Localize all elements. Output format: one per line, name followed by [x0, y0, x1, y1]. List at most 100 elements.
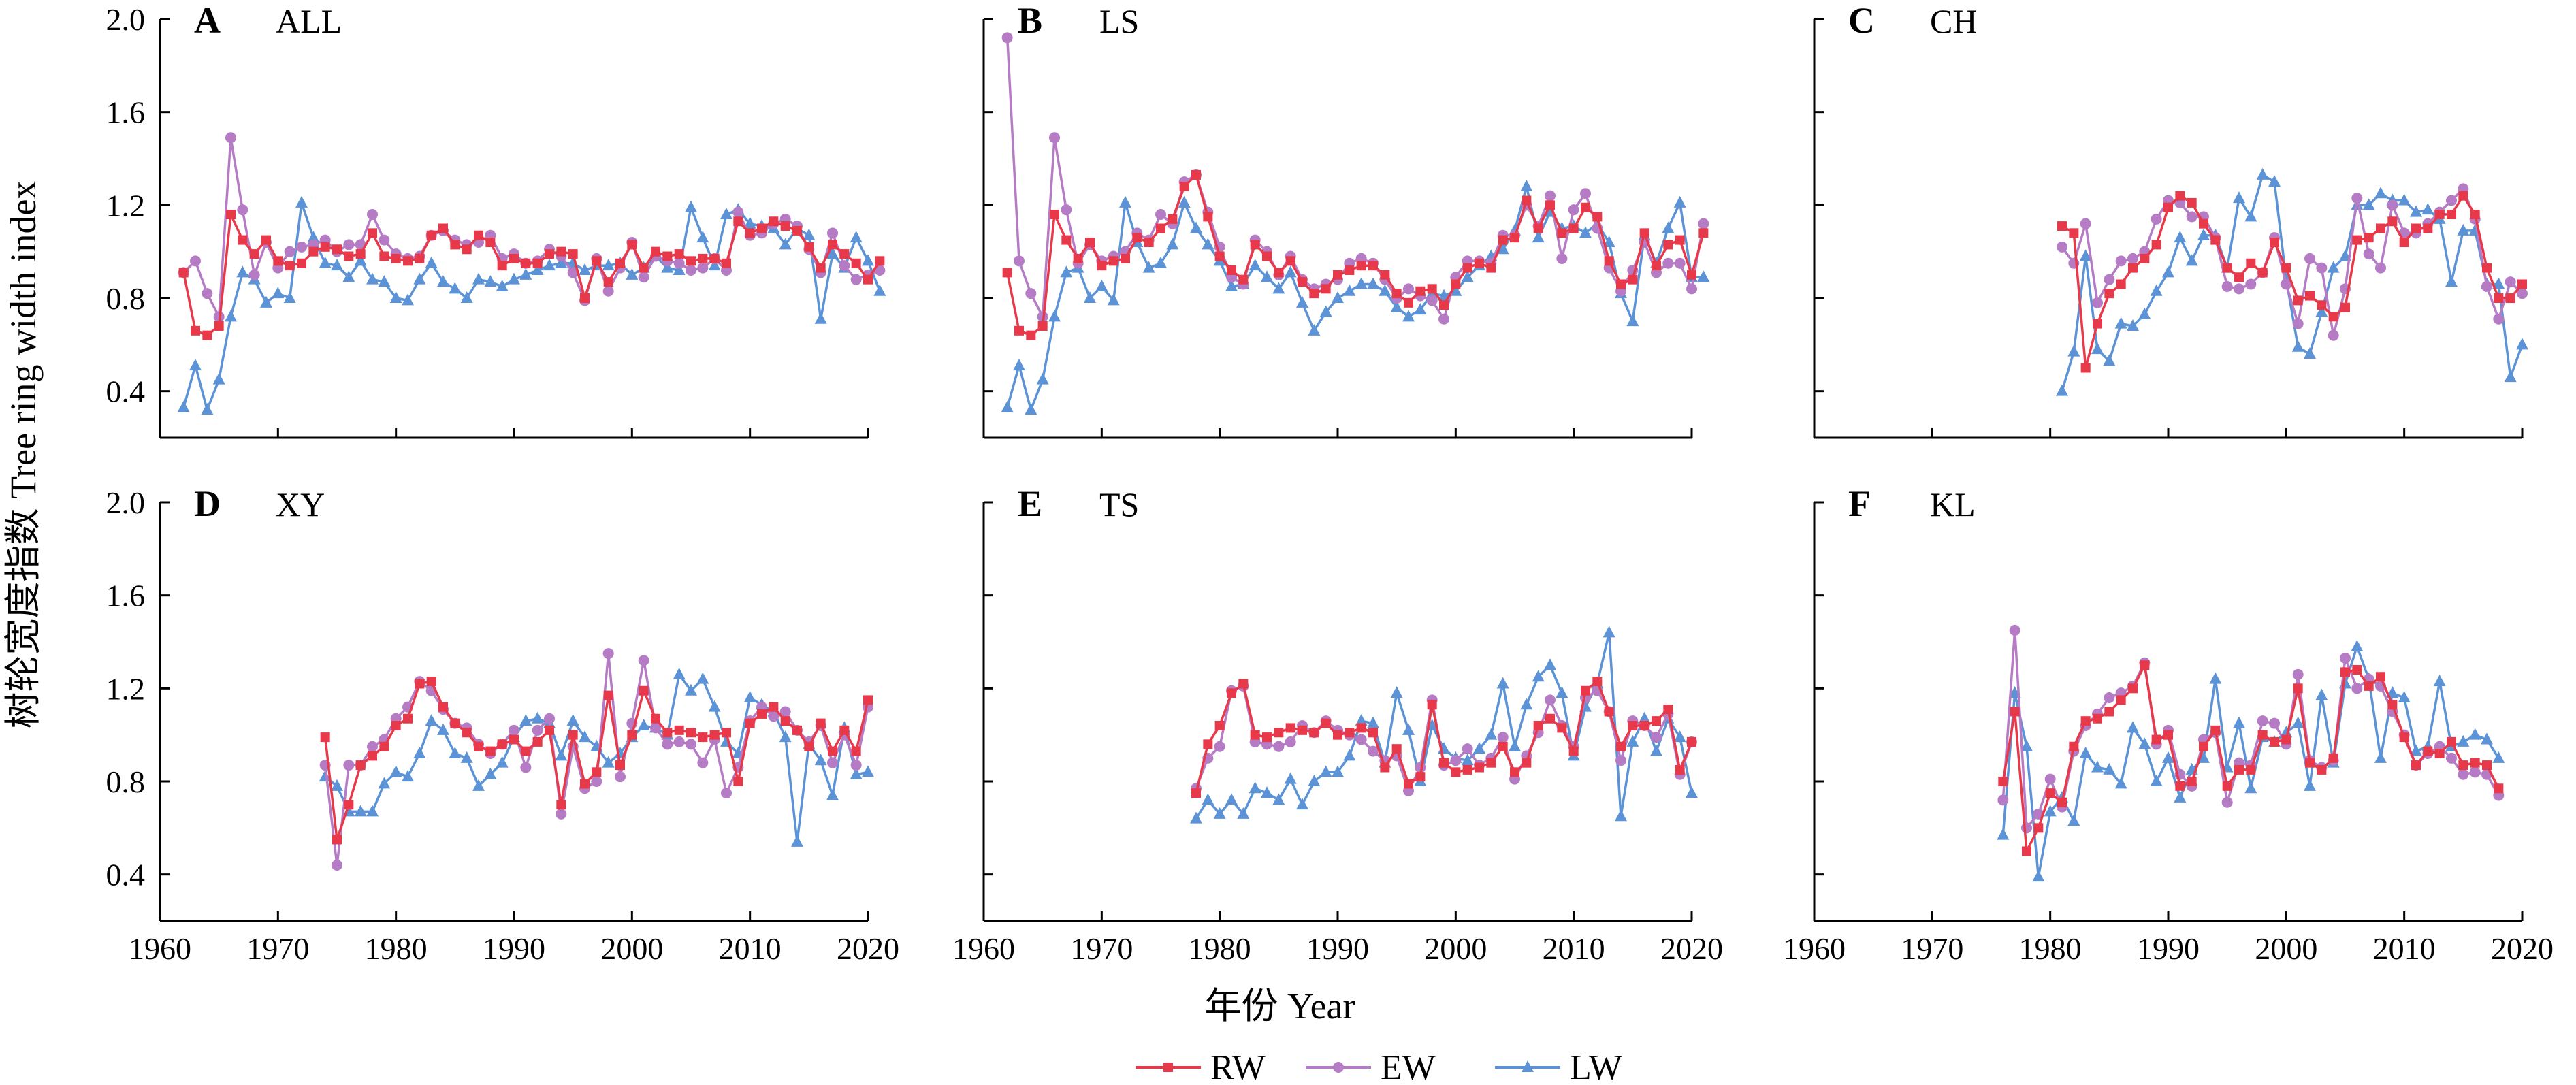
data-point-rw: [178, 268, 189, 278]
data-point-rw: [1380, 762, 1390, 773]
x-tick-label: 1970: [1070, 931, 1133, 966]
data-point-rw: [709, 253, 720, 263]
data-point-lw: [2291, 716, 2304, 728]
data-point-rw: [603, 277, 613, 287]
data-point-rw: [686, 728, 696, 738]
data-point-lw: [696, 672, 709, 684]
series-rw: [2057, 191, 2527, 373]
data-point-rw: [1581, 202, 1590, 212]
data-point-lw: [602, 756, 615, 768]
data-point-ew: [1651, 732, 1662, 743]
data-point-rw: [2458, 191, 2468, 201]
data-point-ew: [850, 274, 862, 285]
series-rw: [178, 210, 885, 340]
data-point-ew: [2458, 768, 2469, 780]
data-point-lw: [566, 714, 579, 726]
legend-item-rw: RW: [1136, 1048, 1266, 1085]
x-tick-label: 2020: [837, 931, 899, 966]
data-point-lw: [1119, 195, 1131, 208]
data-point-ew: [638, 655, 649, 666]
data-point-rw: [2328, 312, 2338, 322]
data-point-rw: [1998, 777, 2008, 786]
data-point-lw: [1343, 284, 1356, 296]
y-tick-label: 2.0: [106, 2, 146, 37]
data-point-rw: [1652, 261, 1661, 271]
data-point-lw: [189, 359, 202, 371]
data-point-rw: [1380, 270, 1390, 280]
data-point-lw: [2256, 167, 2269, 180]
data-point-lw: [1390, 300, 1403, 312]
data-point-lw: [814, 312, 827, 324]
data-point-lw: [673, 667, 686, 679]
data-point-ew: [296, 241, 307, 253]
data-point-ew: [248, 269, 260, 280]
y-tick-label: 1.2: [106, 671, 146, 706]
data-point-lw: [354, 805, 367, 817]
data-point-rw: [639, 263, 649, 273]
data-point-rw: [2246, 764, 2256, 775]
panel-site-name: TS: [1099, 485, 1139, 523]
data-point-lw: [862, 765, 874, 777]
data-point-rw: [780, 221, 790, 231]
data-point-rw: [1002, 268, 1012, 278]
data-point-ew: [650, 722, 661, 734]
data-point-lw: [1367, 277, 1379, 289]
data-point-lw: [814, 754, 827, 766]
data-point-lw: [1284, 772, 1297, 784]
data-point-lw: [1013, 359, 1025, 371]
x-tick-label: 1970: [1901, 931, 1963, 966]
data-point-lw: [449, 282, 462, 294]
data-point-rw: [698, 732, 708, 743]
data-point-lw: [579, 263, 591, 275]
data-point-rw: [426, 677, 436, 687]
data-point-rw: [1698, 228, 1709, 238]
data-point-ew: [2505, 276, 2516, 288]
data-point-lw: [1509, 739, 1521, 751]
data-point-ew: [1450, 755, 1462, 766]
data-point-ew: [284, 246, 295, 257]
data-point-lw: [1520, 698, 1533, 710]
legend-item-ew: EW: [1306, 1048, 1436, 1085]
data-point-rw: [851, 746, 861, 756]
panel-letter: A: [194, 0, 221, 41]
data-point-ew: [673, 257, 685, 269]
data-point-rw: [2434, 749, 2445, 758]
data-point-lw: [826, 247, 839, 259]
data-point-rw: [2340, 302, 2350, 312]
data-point-rw: [698, 253, 708, 263]
data-point-rw: [391, 721, 401, 730]
data-point-rw: [2517, 279, 2527, 289]
data-point-lw: [2185, 254, 2198, 266]
data-point-lw: [1343, 749, 1356, 761]
data-point-rw: [1356, 723, 1366, 733]
panel-letter: D: [194, 483, 221, 524]
data-point-rw: [1475, 258, 1484, 268]
data-point-ew: [673, 736, 685, 747]
data-point-lw: [272, 287, 285, 299]
data-point-lw: [508, 272, 520, 285]
panels: 0.4 0.8 1.2 1.6 2.0 A ALL B LS C CH 0.4 0.8 1.2 1.6 2.0…: [106, 0, 2554, 966]
data-point-rw: [1250, 730, 1260, 740]
data-point-rw: [1451, 767, 1461, 777]
data-point-rw: [1298, 277, 1307, 287]
data-point-rw: [1427, 700, 1437, 710]
panel-a: 0.4 0.8 1.2 1.6 2.0 A ALL: [106, 0, 886, 439]
data-point-rw: [2069, 741, 2079, 751]
data-point-lw: [1579, 226, 1592, 238]
data-point-ew: [2009, 624, 2020, 636]
data-point-lw: [366, 272, 379, 285]
data-point-rw: [863, 695, 873, 705]
data-point-lw: [437, 275, 449, 287]
data-point-lw: [378, 777, 391, 789]
data-point-lw: [1095, 279, 1108, 291]
y-tick-label: 1.6: [106, 579, 146, 613]
data-point-rw: [368, 228, 377, 238]
data-point-lw: [236, 265, 249, 278]
data-point-rw: [308, 246, 319, 257]
data-point-lw: [531, 711, 544, 724]
data-point-lw: [2103, 354, 2116, 366]
data-point-rw: [438, 223, 448, 233]
data-point-lw: [685, 683, 697, 696]
data-point-lw: [1461, 270, 1474, 282]
series-rw: [320, 677, 873, 845]
